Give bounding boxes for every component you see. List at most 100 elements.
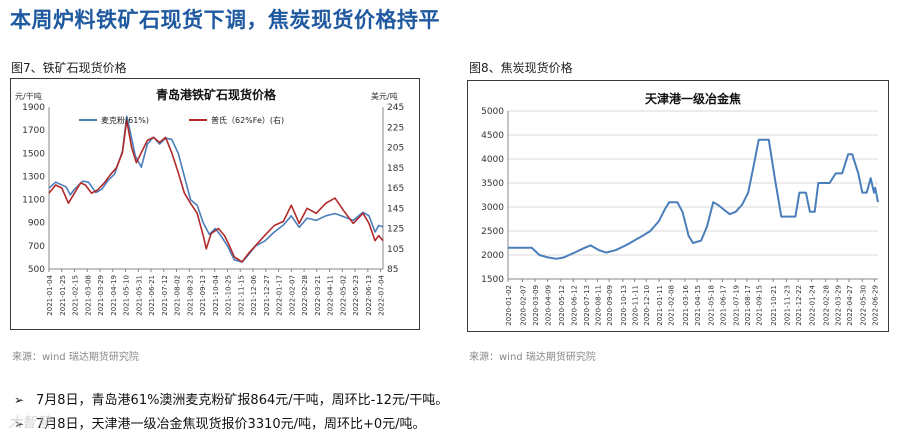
x-tick-label: 2021-03-29 [97,275,105,316]
bullet-iron-ore-text: 7月8日，青岛港61%澳洲麦克粉矿报864元/干吨，周环比-12元/干吨。 [36,393,449,408]
y-tick-label: 3000 [481,203,504,213]
x-tick-label: 2021-10-25 [225,275,233,316]
y-right-tick-label: 105 [387,245,404,255]
y-tick-label: 1700 [22,126,45,136]
x-tick-label: 2021-01-25 [59,275,67,316]
x-tick-label: 2021-06-21 [148,275,156,316]
x-tick-label: 2021-07-12 [161,275,169,316]
x-tick-label: 2022-04-11 [327,275,335,316]
x-tick-label: 2022-05-23 [352,275,360,316]
x-tick-label: 2022-01-24 [808,284,816,325]
x-tick-label: 2022-06-13 [365,275,373,316]
x-tick-label: 2021-09-13 [199,275,207,316]
x-tick-label: 2021-01-04 [46,274,54,315]
x-tick-label: 2021-05-10 [123,275,131,316]
bullet-iron-ore: ➢ 7月8日，青岛港61%澳洲麦克粉矿报864元/干吨，周环比-12元/干吨。 [14,389,448,408]
x-tick-label: 2021-12-22 [795,285,803,326]
x-tick-label: 2021-04-15 [694,285,702,326]
bullet-coke: ➢ 7月8日，天津港一级冶金焦现货报价3310元/吨，周环比+0元/吨。 [14,413,426,432]
series-line-1 [48,115,384,263]
x-tick-label: 2021-08-02 [174,275,182,316]
x-tick-label: 2021-07-19 [732,285,740,326]
bullet-coke-text: 7月8日，天津港一级冶金焦现货报价3310元/吨，周环比+0元/吨。 [36,417,426,432]
x-tick-label: 2022-07-04 [378,274,386,315]
x-tick-label: 2021-01-11 [656,285,664,326]
y-tick-label: 900 [28,219,45,229]
x-tick-label: 2021-06-17 [719,285,727,326]
y-right-tick-label: 205 [387,144,404,154]
legend-label-1: 麦克粉(61%) [101,115,149,125]
y-right-tick-label: 145 [387,204,404,214]
y-tick-label: 1500 [22,149,45,159]
x-tick-label: 2022-04-27 [846,285,854,326]
x-tick-label: 2020-03-09 [532,285,540,326]
iron-ore-chart-panel: 青岛港铁矿石现货价格 500 700 900 1100 1300 1500 1700 1900 8… [10,78,420,330]
series-line-2 [48,119,384,263]
x-tick-label: 2022-05-30 [859,285,867,326]
x-tick-label: 2021-12-27 [263,275,271,316]
x-tick-label: 2020-01-02 [505,285,513,326]
x-tick-label: 2020-02-07 [520,285,528,326]
y-right-tick-label: 85 [387,265,398,275]
x-tick-label: 2021-09-15 [756,285,764,326]
y-tick-label: 500 [28,265,45,275]
x-tick-label: 2022-03-29 [834,285,842,326]
x-tick-label: 2021-05-18 [707,285,715,326]
x-tick-label: 2022-02-07 [288,275,296,316]
x-tick-label: 2021-10-21 [770,285,778,326]
x-tick-label: 2022-01-17 [276,275,284,316]
chart-title: 青岛港铁矿石现货价格 [156,87,277,102]
chart-title: 天津港一级冶金焦 [645,91,741,106]
y-tick-label: 3500 [481,179,504,189]
legend-label-2: 普氏（62%Fe）(右) [211,115,284,125]
x-tick-label: 2022-05-02 [339,275,347,316]
coke-price-chart: 天津港一级冶金焦 1500 2000 2500 3000 3500 4000 4500 5000… [481,91,879,326]
page-title: 本周炉料铁矿石现货下调，焦炭现货价格持平 [10,8,440,32]
x-tick-label: 2021-10-04 [212,274,220,315]
coke-chart-panel: 天津港一级冶金焦 1500 2000 2500 3000 3500 4000 4500 5000… [467,80,889,332]
x-tick-label: 2020-05-12 [558,285,566,326]
fig7-title: 图7、铁矿石现货价格 [11,61,127,75]
x-tick-label: 2020-06-12 [570,285,578,326]
y-right-tick-label: 185 [387,164,404,174]
x-tick-label: 2020-04-09 [544,285,552,326]
iron-ore-price-chart: 青岛港铁矿石现货价格 500 700 900 1100 1300 1500 1700 1900 8… [15,87,404,316]
x-tick-label: 2021-05-31 [135,275,143,316]
y-tick-label: 1500 [481,275,504,285]
y-tick-label: 4000 [481,155,504,165]
y-right-tick-label: 165 [387,184,404,194]
y-tick-label: 4500 [481,131,504,141]
x-tick-label: 2021-11-23 [784,285,792,326]
x-tick-label: 2022-06-29 [871,285,879,326]
x-tick-label: 2021-02-08 [667,285,675,326]
y-axis-label-right: 美元/吨 [371,91,398,101]
x-tick-label: 2022-03-21 [314,275,322,316]
x-tick-label: 2021-12-06 [250,274,258,315]
source-note-left: 来源：wind 瑞达期货研究院 [12,352,139,363]
x-tick-label: 2021-08-17 [744,285,752,326]
y-tick-label: 1100 [22,196,45,206]
y-right-tick-label: 225 [387,123,404,133]
x-tick-label: 2021-08-23 [186,275,194,316]
x-tick-label: 2021-03-08 [84,275,92,316]
y-tick-label: 2000 [481,251,504,261]
x-tick-label: 2020-08-11 [594,285,602,326]
x-tick-label: 2021-03-16 [682,284,690,325]
x-tick-label: 2020-09-09 [606,285,614,326]
x-tick-label: 2021-02-15 [72,275,80,316]
y-tick-label: 2500 [481,227,504,237]
y-axis-label-left: 元/干吨 [15,91,42,101]
fig8-title: 图8、焦炭现货价格 [469,61,573,75]
y-tick-label: 700 [28,242,45,252]
y-right-tick-label: 245 [387,103,404,113]
y-tick-label: 1300 [22,172,45,182]
y-right-tick-label: 125 [387,225,404,235]
arrow-bullet-icon: ➢ [14,393,25,407]
watermark-logo: 大智慧 [8,415,50,431]
y-tick-label: 5000 [481,107,504,117]
x-tick-label: 2020-10-13 [620,285,628,326]
x-tick-label: 2021-04-19 [110,275,118,316]
source-note-right: 来源：wind 瑞达期货研究院 [469,352,596,363]
x-tick-label: 2020-11-11 [632,285,640,326]
y-tick-label: 1900 [22,103,45,113]
